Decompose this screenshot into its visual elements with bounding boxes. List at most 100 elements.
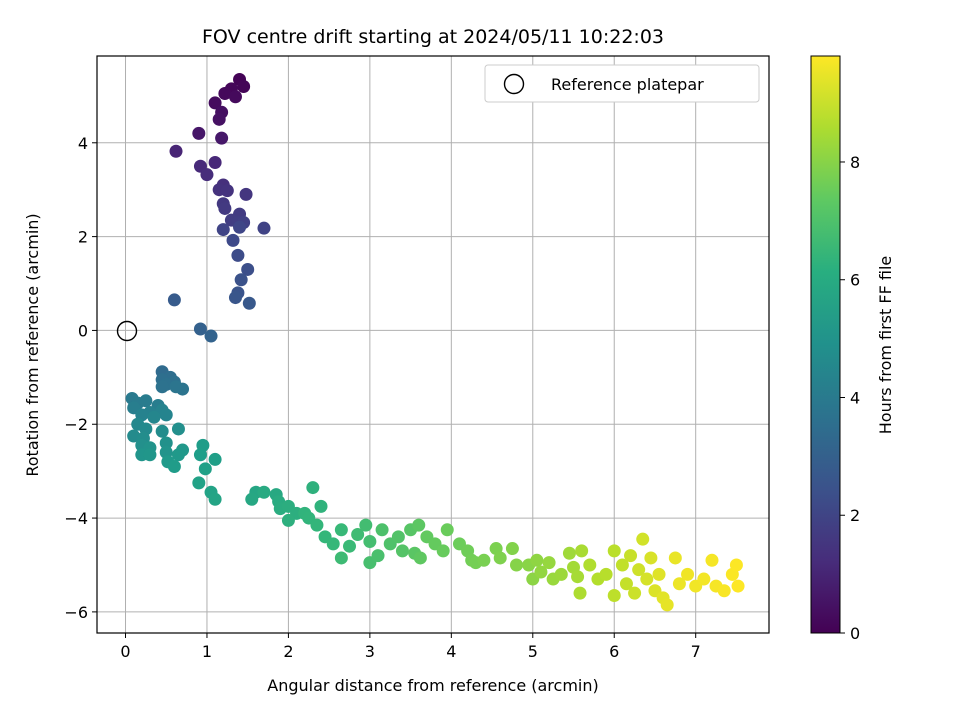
colorbar-tick-label: 2 (850, 506, 860, 525)
x-tick-label: 5 (528, 642, 538, 661)
data-point (395, 544, 409, 558)
data-point (171, 448, 185, 462)
data-point (147, 410, 161, 424)
data-point (306, 481, 320, 495)
data-point (672, 577, 686, 591)
data-point (413, 551, 427, 565)
data-point (530, 553, 544, 567)
data-point (477, 553, 491, 567)
data-point (371, 549, 385, 563)
data-point (375, 523, 389, 537)
data-point (636, 532, 650, 546)
data-point (169, 144, 183, 158)
x-tick-label: 2 (283, 642, 293, 661)
data-point (391, 530, 405, 544)
data-point (228, 291, 242, 305)
data-point (509, 558, 523, 572)
data-point (159, 408, 173, 422)
reference-marker (116, 320, 138, 342)
data-point (668, 551, 682, 565)
data-point (660, 598, 674, 612)
y-tick-label: 2 (78, 228, 88, 247)
data-point (310, 518, 324, 532)
x-tick-label: 6 (609, 642, 619, 661)
data-point (215, 131, 229, 145)
colorbar-tick-label: 8 (850, 153, 860, 172)
data-point (326, 537, 340, 551)
data-point (239, 187, 253, 201)
data-point (440, 523, 454, 537)
data-point (607, 588, 621, 602)
data-point (193, 322, 207, 336)
data-point (231, 248, 245, 262)
data-point (171, 422, 185, 436)
data-point (717, 584, 731, 598)
data-point (212, 112, 226, 126)
y-tick-label: 4 (78, 134, 88, 153)
data-point (208, 492, 222, 506)
data-point (697, 572, 711, 586)
data-point (208, 155, 222, 169)
data-points (125, 72, 745, 612)
colorbar-ticks: 0 2 4 6 8 (840, 153, 860, 643)
data-point (607, 544, 621, 558)
data-point (198, 462, 212, 476)
data-point (632, 563, 646, 577)
data-point (705, 553, 719, 567)
data-point (257, 221, 271, 235)
legend: Reference platepar (484, 64, 760, 103)
data-point (200, 168, 214, 182)
x-axis-label: Angular distance from reference (arcmin) (267, 676, 598, 695)
data-point (334, 551, 348, 565)
x-tick-label: 7 (691, 642, 701, 661)
data-point (571, 570, 585, 584)
data-point (534, 565, 548, 579)
x-tick-label: 4 (446, 642, 456, 661)
x-tick-label: 1 (202, 642, 212, 661)
data-point (619, 577, 633, 591)
data-point (562, 546, 576, 560)
data-point (208, 96, 222, 110)
data-point (208, 452, 222, 466)
data-point (505, 542, 519, 556)
data-point (257, 485, 271, 499)
data-point (644, 551, 658, 565)
x-tick-label: 0 (120, 642, 130, 661)
data-point (681, 567, 695, 581)
data-point (281, 513, 295, 527)
data-point (334, 523, 348, 537)
x-tick-label: 3 (365, 642, 375, 661)
data-point (343, 539, 357, 553)
legend-entry-reference-platepar: Reference platepar (551, 75, 704, 94)
data-point (731, 579, 745, 593)
data-point (359, 518, 373, 532)
data-point (192, 126, 206, 140)
data-point (218, 201, 232, 215)
data-point (228, 90, 242, 104)
legend-box (484, 64, 760, 103)
data-point (554, 567, 568, 581)
legend-marker (503, 73, 525, 95)
data-point (167, 459, 181, 473)
data-point (412, 518, 426, 532)
data-point (204, 329, 218, 343)
y-tick-label: −4 (64, 509, 88, 528)
plot-frame (96, 55, 770, 634)
y-axis-label: Rotation from reference (arcmin) (23, 213, 42, 476)
data-point (169, 380, 183, 394)
data-point (436, 544, 450, 558)
data-point (241, 262, 255, 276)
data-point (193, 448, 207, 462)
data-point (242, 296, 256, 310)
data-point (575, 544, 589, 558)
data-point (192, 476, 206, 490)
data-point (220, 184, 234, 198)
data-point (143, 448, 157, 462)
data-point (127, 429, 141, 443)
data-point (216, 223, 230, 237)
data-point (615, 558, 629, 572)
colorbar-label: Hours from first FF file (876, 256, 895, 435)
data-point (624, 549, 638, 563)
data-point (583, 558, 597, 572)
